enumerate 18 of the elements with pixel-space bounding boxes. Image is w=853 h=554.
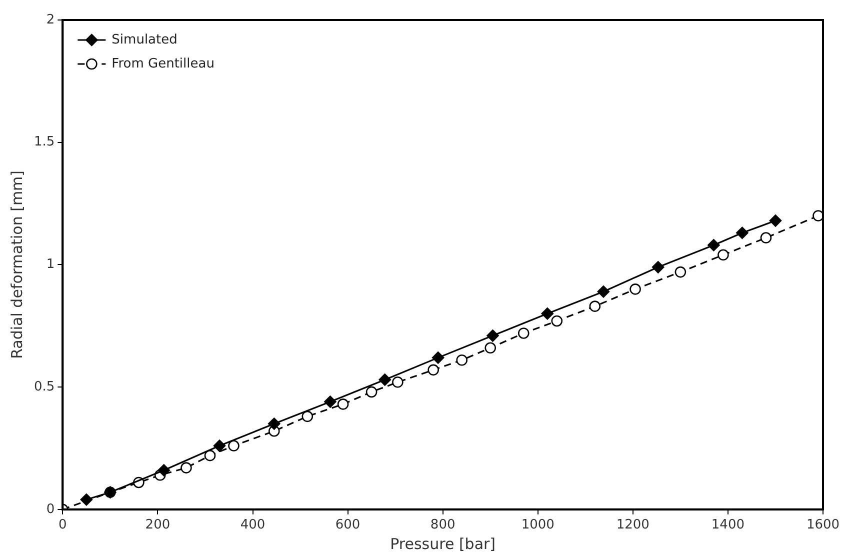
- x-tick-label: 1400: [711, 518, 745, 533]
- x-tick-label: 1600: [806, 518, 840, 533]
- x-axis-title: Pressure [bar]: [390, 534, 496, 553]
- x-tick-label: 800: [430, 518, 456, 533]
- y-tick-label: 2: [46, 12, 55, 28]
- x-tick-label: 1000: [521, 518, 554, 533]
- legend-label: Simulated: [112, 32, 178, 48]
- y-axis-title: Radial deformation [mm]: [8, 170, 26, 359]
- x-tick-label: 400: [240, 518, 266, 533]
- y-tick-label: 0: [46, 502, 55, 517]
- x-tick-label: 1200: [616, 518, 650, 533]
- x-tick-label: 200: [145, 518, 170, 533]
- y-tick-label: 1: [46, 257, 55, 272]
- x-tick-label: 600: [335, 518, 360, 533]
- legend-label: From Gentilleau: [112, 56, 214, 72]
- y-tick-label: 1.5: [34, 134, 55, 150]
- y-tick-label: 0.5: [34, 379, 55, 394]
- x-tick-label: 0: [58, 518, 67, 533]
